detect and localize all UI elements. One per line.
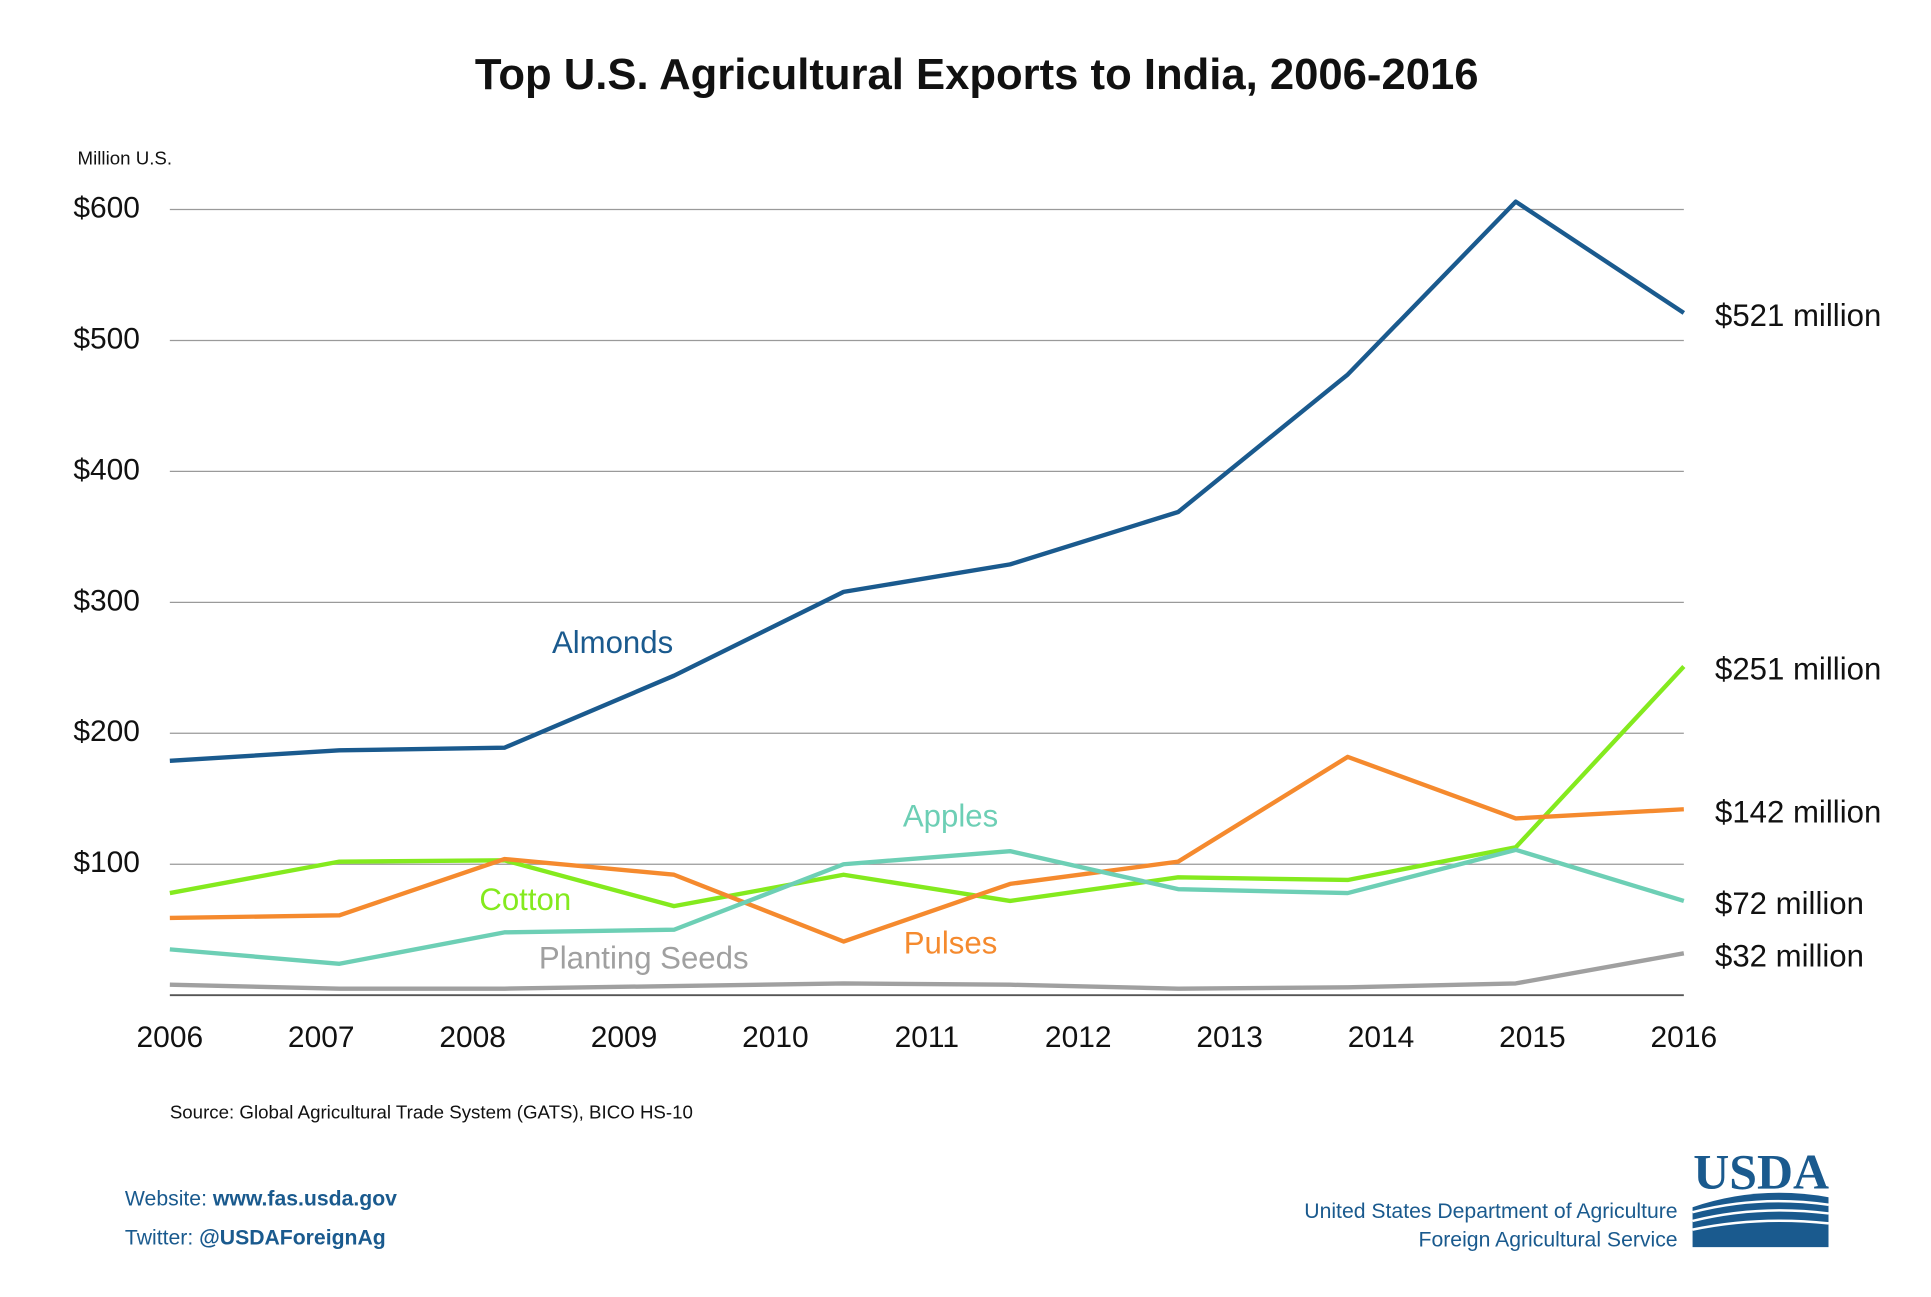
logo-mark bbox=[1692, 1192, 1829, 1248]
y-tick-label: $300 bbox=[73, 584, 140, 617]
website: Website: www.fas.usda.gov bbox=[125, 1187, 397, 1210]
x-tick-label: 2015 bbox=[1499, 1021, 1566, 1054]
website-label: Website: bbox=[125, 1187, 207, 1210]
series-line bbox=[169, 199, 1686, 763]
twitter: Twitter: @USDAForeignAg bbox=[125, 1226, 386, 1249]
x-tick-label: 2010 bbox=[742, 1021, 809, 1054]
y-tick-label: $400 bbox=[73, 453, 140, 486]
y-tick-label: $500 bbox=[73, 322, 140, 355]
series-label: Pulses bbox=[904, 926, 998, 961]
value-label: $142 million bbox=[1715, 794, 1881, 829]
x-tick-label: 2014 bbox=[1348, 1021, 1415, 1054]
value-label: $521 million bbox=[1715, 298, 1881, 333]
x-tick-label: 2011 bbox=[895, 1021, 959, 1054]
value-label: $32 million bbox=[1715, 939, 1864, 974]
x-tick-label: 2016 bbox=[1651, 1021, 1718, 1054]
x-tick-label: 2007 bbox=[288, 1021, 355, 1054]
series-line bbox=[169, 951, 1685, 991]
website-url: www.fas.usda.gov bbox=[212, 1187, 397, 1210]
lines bbox=[169, 199, 1686, 991]
value-label: $251 million bbox=[1715, 652, 1881, 687]
series-line bbox=[169, 847, 1685, 966]
x-tick-label: 2013 bbox=[1196, 1021, 1263, 1054]
logo-text: USDA bbox=[1693, 1145, 1829, 1200]
y-tick-label: $200 bbox=[73, 715, 140, 748]
x-tick-label: 2009 bbox=[591, 1021, 658, 1054]
y-tick-label: $100 bbox=[73, 846, 140, 879]
agency-line: Foreign Agricultural Service bbox=[1419, 1228, 1678, 1251]
value-label: $72 million bbox=[1715, 886, 1864, 921]
series-label: Apples bbox=[903, 798, 998, 833]
chart-title: Top U.S. Agricultural Exports to India, … bbox=[475, 50, 1479, 99]
y-tick-label: $600 bbox=[73, 191, 140, 224]
x-tick-label: 2012 bbox=[1045, 1021, 1112, 1054]
source-note: Source: Global Agricultural Trade System… bbox=[170, 1102, 693, 1123]
grid bbox=[169, 208, 1684, 865]
x-tick-label: 2006 bbox=[137, 1021, 204, 1054]
series-line bbox=[169, 665, 1686, 909]
agency-line: United States Department of Agriculture bbox=[1304, 1200, 1677, 1223]
series-label: Planting Seeds bbox=[539, 941, 749, 976]
twitter-handle: @USDAForeignAg bbox=[199, 1226, 386, 1249]
y-axis-label: Million U.S. bbox=[78, 148, 173, 169]
series-label: Cotton bbox=[479, 882, 571, 917]
x-tick-label: 2008 bbox=[439, 1021, 506, 1054]
series-label: Almonds bbox=[552, 625, 673, 660]
twitter-label: Twitter: bbox=[125, 1226, 193, 1249]
series-line bbox=[169, 754, 1684, 944]
